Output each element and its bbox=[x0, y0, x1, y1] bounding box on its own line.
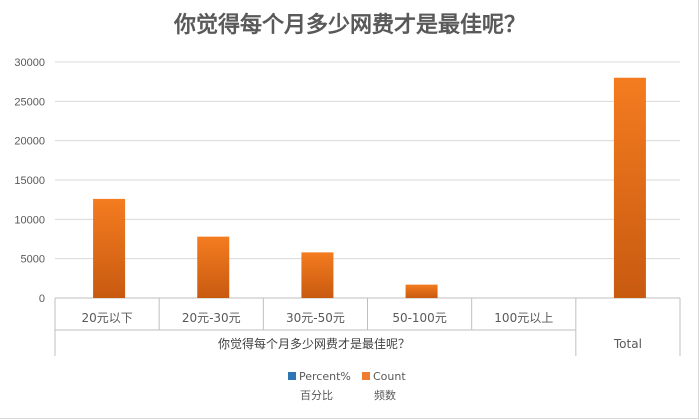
chart-title: 你觉得每个月多少网费才是最佳呢？ bbox=[173, 12, 526, 38]
bar-count-3 bbox=[405, 284, 438, 298]
y-tick-label: 5000 bbox=[21, 254, 45, 266]
y-axis-ticks: 0 5000 10000 15000 20000 25000 30000 bbox=[14, 57, 45, 305]
x-tick-label: 20元-30元 bbox=[182, 311, 241, 325]
y-tick-label: 25000 bbox=[14, 96, 45, 108]
category-group-label: 你觉得每个月多少网费才是最佳呢？ bbox=[218, 336, 410, 351]
legend-swatch-percent bbox=[288, 372, 296, 380]
bar-count-2 bbox=[301, 252, 334, 298]
x-tick-label: 20元以下 bbox=[81, 311, 132, 325]
bar-count-5 bbox=[613, 77, 646, 298]
y-tick-label: 0 bbox=[39, 293, 45, 305]
y-tick-label: 15000 bbox=[14, 175, 45, 187]
bars bbox=[93, 77, 646, 298]
x-tick-label: 30元-50元 bbox=[286, 311, 345, 325]
x-tick-label: 50-100元 bbox=[392, 311, 447, 325]
legend: Percent% 百分比 Count 频数 bbox=[288, 370, 406, 402]
x-tick-label: Total bbox=[613, 337, 642, 351]
bar-count-1 bbox=[197, 236, 230, 298]
legend-sublabel-percent: 百分比 bbox=[300, 389, 333, 402]
legend-swatch-count bbox=[362, 372, 370, 380]
x-tick-label: 100元以上 bbox=[494, 311, 553, 325]
y-tick-label: 30000 bbox=[14, 57, 45, 69]
legend-sublabel-count: 频数 bbox=[374, 388, 396, 402]
bar-count-0 bbox=[93, 198, 126, 298]
category-labels: 20元以下 20元-30元 30元-50元 50-100元 100元以上 Total bbox=[81, 311, 641, 351]
x-axis bbox=[54, 297, 681, 356]
gridlines bbox=[55, 61, 680, 260]
legend-label-count: Count bbox=[373, 370, 406, 383]
y-tick-label: 10000 bbox=[14, 214, 45, 226]
y-tick-label: 20000 bbox=[14, 136, 45, 148]
legend-label-percent: Percent% bbox=[299, 370, 351, 383]
